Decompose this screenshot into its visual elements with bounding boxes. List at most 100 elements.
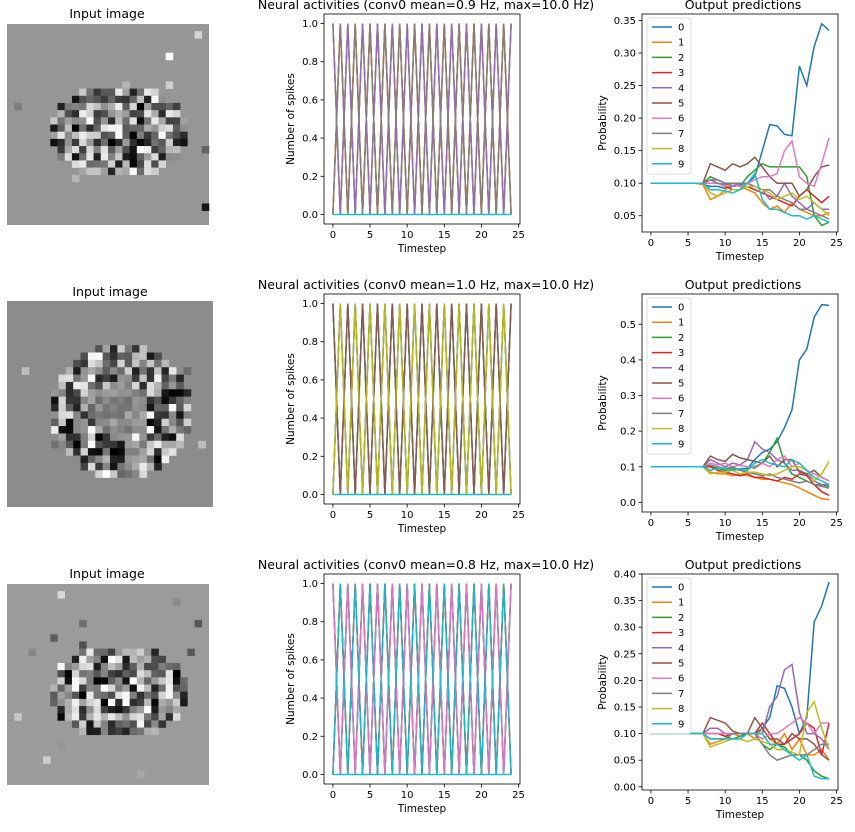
image-pixel [115, 110, 123, 118]
image-pixel [71, 117, 80, 125]
image-pixel [57, 713, 66, 721]
image-pixel [65, 367, 74, 375]
image-pixel [108, 102, 116, 111]
image-pixel [93, 698, 102, 707]
image-pixel [122, 81, 130, 89]
image-pixel [122, 95, 130, 104]
y-tick-label: 0.2 [302, 172, 318, 183]
image-pixel [110, 440, 118, 449]
image-pixel [80, 396, 89, 405]
image-pixel [165, 684, 174, 692]
image-pixel [129, 146, 138, 154]
image-pixel [50, 634, 58, 642]
image-pixel [136, 124, 145, 132]
image-pixel [165, 138, 174, 147]
image-pixel [151, 706, 159, 714]
image-pixel [144, 160, 152, 168]
image-pixel [144, 88, 152, 97]
x-tick-label: 0 [648, 518, 654, 529]
image-pixel [183, 418, 192, 427]
image-pixel [122, 648, 130, 657]
image-pixel [87, 433, 96, 442]
image-pixel [108, 88, 116, 97]
image-pixel [58, 381, 67, 390]
x-tick-label: 0 [330, 790, 336, 801]
image-pixel [151, 124, 159, 132]
image-pixel [79, 124, 87, 132]
image-pixel [79, 655, 87, 664]
image-pixel [64, 117, 73, 125]
image-pixel [102, 440, 111, 449]
image-pixel [161, 381, 170, 390]
image-pixel [158, 684, 167, 692]
image-pixel [108, 648, 116, 657]
legend-label: 2 [678, 333, 684, 344]
image-pixel [136, 706, 145, 714]
legend-label: 3 [678, 628, 684, 639]
image-pixel [95, 352, 103, 361]
image-pixel [64, 698, 73, 707]
y-axis-label: Number of spikes [285, 353, 297, 445]
image-pixel [172, 124, 181, 132]
image-pixel [93, 95, 102, 104]
spike-series [332, 303, 512, 495]
image-pixel [51, 440, 59, 449]
pred-chart-1: 0 5 10 15 20 250.050.100.150.200.250.300.35Ti… [597, 13, 843, 263]
image-pixel [168, 396, 177, 405]
image-pixel [102, 462, 111, 471]
image-pixel [172, 684, 181, 692]
legend: 0 1 2 3 4 5 6 7 8 9 [646, 577, 692, 735]
image-pixel [124, 440, 133, 449]
image-pixel [151, 167, 159, 176]
image-pixel [132, 455, 140, 464]
image-pixel [64, 662, 73, 671]
image-pixel [110, 367, 118, 375]
y-tick-label: 0.25 [614, 649, 636, 660]
image-pixel [115, 95, 123, 104]
image-pixel [183, 411, 192, 420]
image-pixel [79, 698, 87, 707]
x-axis-label: Timestep [715, 531, 765, 543]
x-tick-label: 5 [367, 230, 373, 241]
image-pixel [50, 691, 58, 700]
image-pixel [100, 720, 109, 728]
image-pixel [93, 146, 102, 154]
image-pixel [73, 411, 81, 420]
image-pixel [100, 655, 109, 664]
image-pixel [161, 367, 170, 375]
image-pixel [64, 691, 73, 700]
legend-label: 1 [678, 38, 684, 49]
input-image-title-3: Input image [69, 566, 145, 581]
image-pixel [65, 426, 74, 434]
image-pixel [80, 462, 89, 471]
y-axis-label: Probability [597, 95, 609, 151]
image-pixel [115, 138, 123, 147]
image-pixel [154, 352, 162, 361]
x-tick-label: 15 [438, 230, 451, 241]
image-pixel [158, 95, 167, 104]
image-pixel [165, 670, 174, 678]
x-axis-label: Timestep [397, 523, 447, 535]
image-pixel [79, 720, 87, 728]
image-pixel [100, 684, 109, 692]
image-pixel [57, 124, 66, 132]
image-pixel [144, 677, 152, 685]
input-image-1 [7, 24, 210, 225]
image-pixel [132, 448, 140, 456]
image-pixel [180, 124, 188, 132]
image-pixel [108, 131, 116, 140]
image-pixel [108, 706, 116, 714]
image-pixel [100, 110, 109, 118]
legend-label: 9 [678, 439, 684, 450]
image-pixel [110, 396, 118, 405]
image-pixel [50, 138, 58, 147]
image-pixel [100, 160, 109, 168]
image-pixel [51, 418, 59, 427]
image-pixel [64, 138, 73, 147]
image-pixel [64, 153, 73, 161]
image-pixel [108, 167, 116, 176]
image-pixel [93, 102, 102, 111]
image-pixel [172, 110, 181, 118]
image-pixel [110, 389, 118, 397]
image-pixel [139, 396, 148, 405]
